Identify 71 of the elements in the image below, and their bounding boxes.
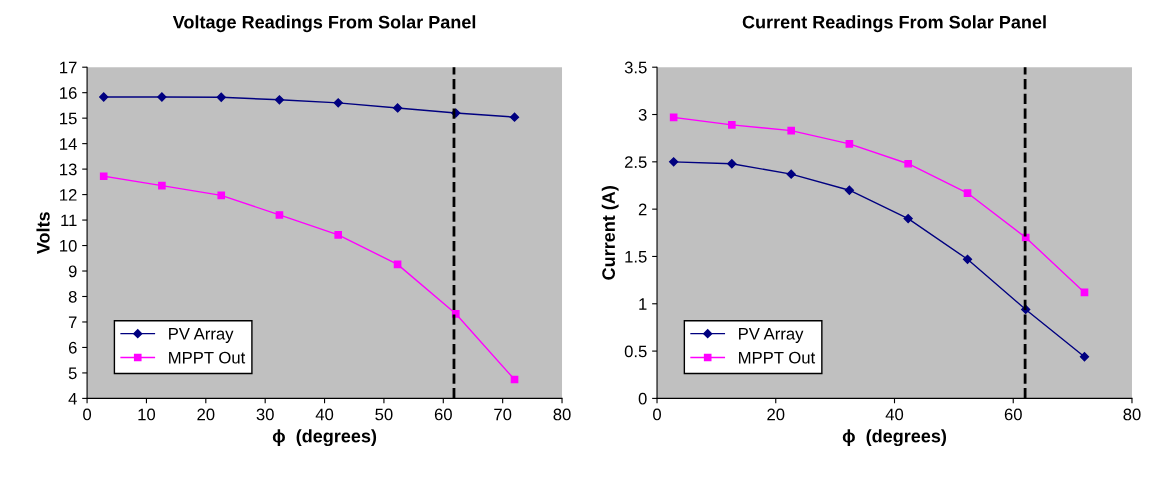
y-axis-title: Volts	[36, 212, 50, 255]
x-tick-label: 80	[553, 408, 571, 421]
y-tick-label: 2.5	[624, 156, 647, 169]
x-tick-label: 60	[434, 408, 452, 421]
point	[728, 121, 736, 129]
point	[903, 213, 913, 224]
x-axis-title: ϕ (degrees)	[842, 429, 947, 447]
legend-label: MPPT Out	[739, 351, 816, 364]
x-tick-label: 30	[256, 408, 274, 421]
point	[787, 126, 796, 135]
point	[158, 181, 166, 190]
point	[275, 211, 284, 219]
x-axis-title: ϕ (degrees)	[272, 429, 377, 447]
y-tick-label: 3.5	[624, 61, 647, 74]
y-tick-label: 9	[68, 265, 77, 278]
point	[333, 98, 343, 108]
point	[217, 191, 226, 200]
y-tick-label: 2	[638, 203, 647, 216]
y-tick-label: 1.5	[625, 251, 647, 263]
point	[904, 159, 912, 168]
point	[669, 157, 679, 167]
x-tick-label: 80	[1123, 408, 1141, 421]
x-tick-label: 10	[138, 408, 156, 421]
point	[1079, 352, 1090, 362]
point	[963, 189, 972, 197]
point	[99, 92, 109, 102]
point	[274, 95, 285, 105]
y-axis-title: Current (A)	[601, 186, 619, 280]
legend-label: PV Array	[169, 328, 234, 343]
x-tick-label: 50	[375, 408, 393, 421]
y-tick-label: 10	[60, 239, 77, 252]
y-tick-label: 4	[68, 392, 77, 405]
y-tick-label: 6	[68, 341, 77, 354]
y-tick-label: 5	[68, 367, 77, 380]
point	[962, 254, 973, 264]
x-tick-label: 60	[1004, 408, 1022, 421]
point	[334, 231, 343, 239]
legend-label: PV Array	[739, 328, 804, 343]
y-tick-label: 0.5	[624, 345, 647, 358]
x-tick-label: 70	[494, 408, 512, 421]
point	[727, 159, 737, 169]
point	[786, 169, 796, 179]
y-tick-label: 17	[60, 61, 77, 74]
x-tick-label: 0	[83, 408, 92, 421]
point	[1021, 233, 1030, 242]
x-tick-label: 0	[653, 408, 661, 421]
y-tick-label: 8	[68, 290, 77, 303]
x-tick-label: 20	[197, 408, 215, 421]
point	[216, 92, 226, 102]
y-tick-label: 3	[638, 108, 647, 121]
x-tick-label: 20	[767, 408, 785, 421]
point	[157, 92, 167, 102]
y-tick-label: 7	[68, 316, 77, 329]
y-tick-label: 12	[60, 188, 77, 201]
point	[99, 172, 108, 181]
x-tick-label: 40	[885, 408, 904, 421]
x-tick-label: 40	[315, 408, 334, 421]
y-tick-label: 15	[60, 112, 77, 125]
chart-title: Voltage Readings From Solar Panel	[172, 15, 476, 33]
y-tick-label: 11	[61, 214, 77, 227]
y-tick-label: 14	[60, 138, 77, 150]
chart-title: Current Readings From Solar Panel	[742, 15, 1046, 33]
point	[509, 112, 520, 122]
y-tick-label: 13	[60, 163, 77, 176]
y-tick-label: 16	[60, 87, 77, 99]
legend-label: MPPT Out	[169, 351, 246, 364]
point	[844, 185, 854, 195]
y-tick-label: 0	[638, 392, 647, 405]
y-tick-label: 1	[639, 298, 647, 310]
point	[845, 140, 854, 148]
point	[392, 103, 403, 113]
